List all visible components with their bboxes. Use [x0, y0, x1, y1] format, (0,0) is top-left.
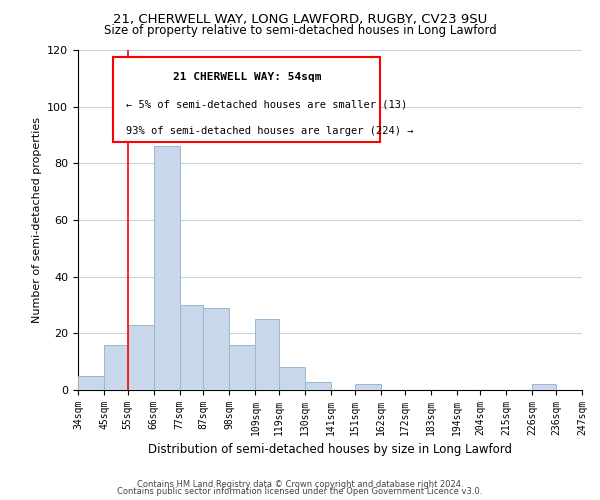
Bar [128, 325, 154, 390]
Bar [532, 384, 556, 390]
Text: 21, CHERWELL WAY, LONG LAWFORD, RUGBY, CV23 9SU: 21, CHERWELL WAY, LONG LAWFORD, RUGBY, C… [113, 12, 487, 26]
Text: 21 CHERWELL WAY: 54sqm: 21 CHERWELL WAY: 54sqm [173, 72, 321, 82]
Text: Contains public sector information licensed under the Open Government Licence v3: Contains public sector information licen… [118, 487, 482, 496]
Bar [256, 319, 279, 390]
FancyBboxPatch shape [113, 57, 380, 142]
Bar [154, 146, 180, 390]
Text: Contains HM Land Registry data © Crown copyright and database right 2024.: Contains HM Land Registry data © Crown c… [137, 480, 463, 489]
Bar [305, 382, 331, 390]
Bar [279, 368, 305, 390]
Bar [355, 384, 381, 390]
X-axis label: Distribution of semi-detached houses by size in Long Lawford: Distribution of semi-detached houses by … [148, 444, 512, 456]
Bar [229, 344, 256, 390]
Bar [104, 344, 128, 390]
Bar [180, 305, 203, 390]
Bar [78, 376, 104, 390]
Text: ← 5% of semi-detached houses are smaller (13): ← 5% of semi-detached houses are smaller… [126, 100, 407, 110]
Bar [203, 308, 229, 390]
Y-axis label: Number of semi-detached properties: Number of semi-detached properties [32, 117, 41, 323]
Text: 93% of semi-detached houses are larger (224) →: 93% of semi-detached houses are larger (… [126, 126, 413, 136]
Text: Size of property relative to semi-detached houses in Long Lawford: Size of property relative to semi-detach… [104, 24, 496, 37]
